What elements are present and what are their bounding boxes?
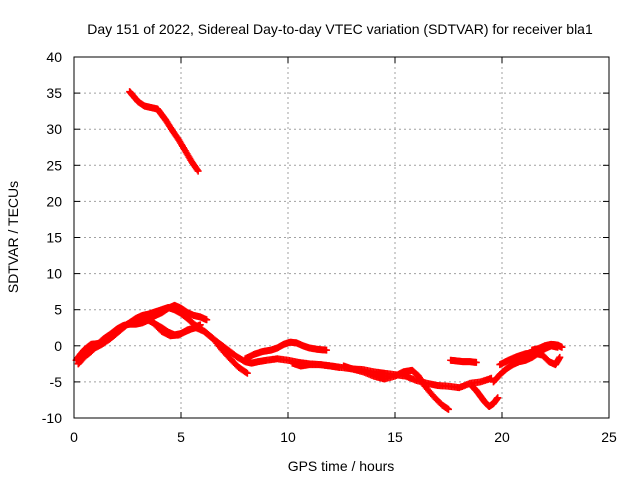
chart-title: Day 151 of 2022, Sidereal Day-to-day VTE… (87, 21, 593, 37)
data-point (445, 405, 452, 413)
data-point (196, 321, 204, 329)
y-tick-label: 5 (54, 302, 62, 318)
series-arc-e (241, 338, 331, 363)
y-tick-label: 30 (46, 121, 62, 137)
y-tick-label: 20 (46, 193, 62, 209)
x-tick-label: 0 (70, 429, 78, 445)
x-tick-label: 10 (280, 429, 296, 445)
series-arc-d (145, 316, 204, 339)
plot-border (73, 56, 610, 419)
y-tick-label: 40 (46, 49, 62, 65)
y-tick-label: 25 (46, 157, 62, 173)
x-tick-label: 20 (494, 429, 510, 445)
series-arc-l (528, 340, 566, 354)
data-point (203, 316, 211, 324)
series-arc-high (126, 88, 202, 175)
data-points (72, 88, 566, 413)
x-tick-label: 15 (387, 429, 403, 445)
data-point (243, 369, 251, 377)
y-axis-label: SDTVAR / TECUs (5, 181, 21, 293)
grid (74, 57, 609, 418)
y-tick-label: 35 (46, 85, 62, 101)
data-point (472, 358, 480, 366)
series-arc-h (447, 356, 480, 366)
series-arc-f (288, 359, 495, 392)
data-point (323, 346, 331, 354)
y-tick-label: -5 (50, 374, 63, 390)
y-tick-label: 0 (54, 338, 62, 354)
series-arc-i (468, 382, 502, 410)
x-axis-label: GPS time / hours (288, 458, 395, 474)
series-arc-g (340, 362, 452, 413)
x-tick-label: 25 (601, 429, 617, 445)
y-tick-label: 10 (46, 266, 62, 282)
data-point (242, 368, 250, 376)
data-point (494, 394, 502, 402)
x-tick-label: 5 (177, 429, 185, 445)
data-point (194, 167, 202, 175)
series-arc-c (74, 301, 211, 368)
data-point (556, 353, 564, 361)
data-point (193, 166, 201, 174)
data-point (558, 343, 566, 351)
y-tick-label: 15 (46, 230, 62, 246)
y-tick-label: -10 (42, 410, 62, 426)
